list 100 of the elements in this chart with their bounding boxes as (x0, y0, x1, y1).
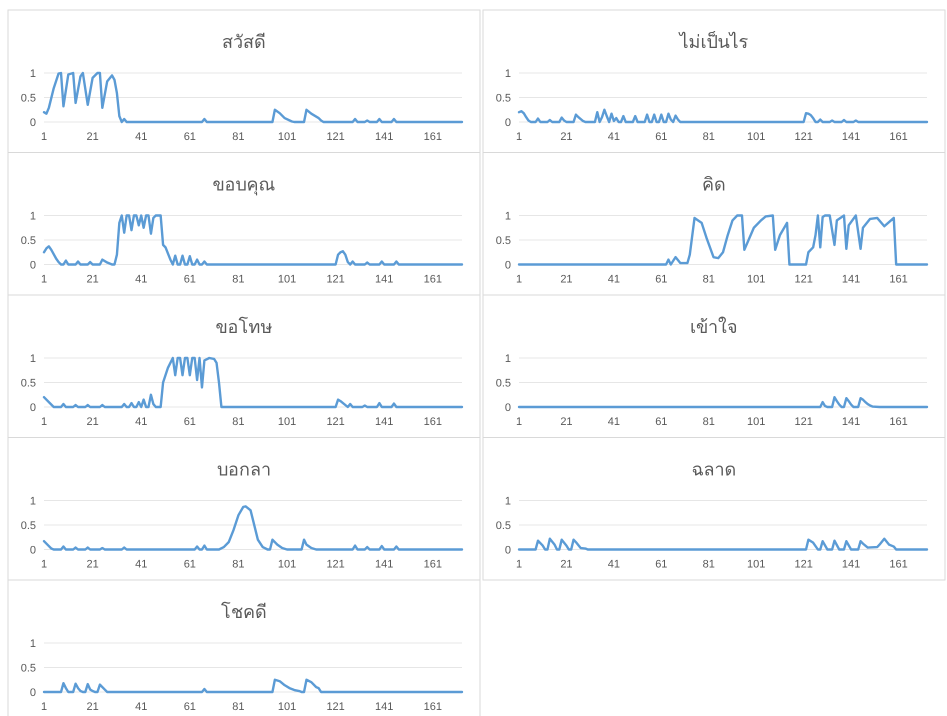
y-tick-label: 0.5 (496, 235, 511, 247)
x-tick-label: 1 (516, 131, 522, 143)
x-tick-label: 121 (794, 416, 813, 428)
x-tick-label: 121 (794, 131, 813, 143)
y-tick-label: 0 (504, 260, 511, 272)
x-tick-label: 61 (655, 416, 668, 428)
y-tick-label: 0 (30, 260, 36, 272)
x-tick-label: 141 (842, 131, 860, 143)
x-tick-label: 21 (560, 416, 573, 428)
x-tick-label: 1 (516, 416, 522, 428)
chart-title: โชคดี (221, 601, 267, 622)
x-tick-label: 81 (232, 274, 245, 286)
y-tick-label: 0.5 (20, 235, 36, 247)
x-tick-label: 121 (326, 558, 345, 570)
chart-title: คิด (702, 174, 726, 194)
x-tick-label: 101 (278, 131, 296, 143)
y-tick-label: 1 (30, 210, 36, 222)
x-tick-label: 41 (135, 274, 148, 286)
x-tick-label: 81 (702, 416, 715, 428)
x-tick-label: 61 (655, 558, 668, 570)
y-tick-label: 0 (504, 544, 511, 556)
y-tick-label: 0 (30, 687, 36, 699)
x-tick-label: 141 (375, 701, 394, 713)
x-tick-label: 161 (424, 274, 442, 286)
x-tick-label: 101 (747, 416, 766, 428)
x-tick-label: 81 (702, 274, 715, 286)
x-tick-label: 41 (135, 701, 148, 713)
x-tick-label: 21 (86, 701, 99, 713)
x-tick-label: 61 (184, 701, 196, 713)
x-tick-label: 101 (747, 274, 766, 286)
x-tick-label: 161 (889, 131, 908, 143)
x-tick-label: 61 (655, 131, 668, 143)
y-tick-label: 0.5 (20, 520, 36, 532)
y-tick-label: 0 (30, 544, 36, 556)
y-tick-label: 1 (30, 496, 36, 508)
x-tick-label: 81 (232, 558, 245, 570)
y-tick-label: 1 (30, 68, 36, 80)
x-tick-label: 21 (560, 274, 573, 286)
x-tick-label: 1 (40, 701, 48, 713)
y-tick-label: 0.5 (496, 92, 511, 104)
x-tick-label: 141 (375, 131, 394, 143)
x-tick-label: 141 (375, 274, 394, 286)
x-tick-label: 61 (184, 416, 196, 428)
x-tick-label: 161 (424, 701, 442, 713)
x-tick-label: 141 (842, 274, 860, 286)
x-tick-label: 21 (86, 416, 99, 428)
y-tick-label: 0.5 (20, 378, 36, 390)
x-tick-label: 21 (86, 558, 99, 570)
x-tick-label: 21 (86, 131, 99, 143)
x-tick-label: 61 (184, 558, 196, 570)
y-tick-label: 0.5 (496, 520, 511, 532)
y-tick-label: 1 (30, 353, 36, 365)
y-tick-label: 0.5 (496, 378, 511, 390)
x-tick-label: 61 (184, 274, 196, 286)
x-tick-label: 1 (40, 558, 48, 570)
x-tick-label: 161 (424, 131, 442, 143)
y-tick-label: 0 (504, 402, 511, 414)
x-tick-label: 41 (608, 131, 620, 143)
x-tick-label: 41 (135, 416, 148, 428)
x-tick-label: 41 (608, 416, 620, 428)
chart-title: บอกลา (217, 460, 271, 480)
y-tick-label: 1 (30, 638, 36, 650)
x-tick-label: 121 (794, 558, 813, 570)
y-tick-label: 1 (504, 353, 511, 365)
x-tick-label: 101 (278, 701, 296, 713)
x-tick-label: 161 (424, 558, 442, 570)
x-tick-label: 1 (40, 416, 48, 428)
y-tick-label: 0 (30, 117, 36, 129)
x-tick-label: 41 (608, 558, 620, 570)
x-tick-label: 101 (278, 558, 296, 570)
x-tick-label: 141 (375, 416, 394, 428)
x-tick-label: 101 (747, 131, 766, 143)
y-tick-label: 1 (504, 210, 511, 222)
x-tick-label: 121 (326, 416, 345, 428)
x-tick-label: 121 (326, 274, 345, 286)
chart-title: ขอโทษ (216, 316, 272, 337)
x-tick-label: 1 (40, 274, 48, 286)
x-tick-label: 41 (608, 274, 620, 286)
x-tick-label: 121 (794, 274, 813, 286)
x-tick-label: 101 (278, 274, 296, 286)
x-tick-label: 41 (135, 131, 148, 143)
x-tick-label: 161 (424, 416, 442, 428)
chart-title: สวัสดี (222, 32, 266, 52)
x-tick-label: 61 (655, 274, 668, 286)
x-tick-label: 141 (842, 558, 860, 570)
y-tick-label: 1 (504, 496, 511, 508)
x-tick-label: 101 (278, 416, 296, 428)
x-tick-label: 141 (375, 558, 394, 570)
x-tick-label: 1 (40, 131, 48, 143)
chart-title: เข้าใจ (690, 316, 738, 337)
x-tick-label: 61 (184, 131, 196, 143)
x-tick-label: 81 (232, 416, 245, 428)
x-tick-label: 21 (86, 274, 99, 286)
chart-title: ฉลาด (692, 460, 736, 480)
x-tick-label: 81 (702, 558, 715, 570)
x-tick-label: 161 (889, 416, 908, 428)
x-tick-label: 1 (516, 274, 522, 286)
y-tick-label: 1 (504, 68, 511, 80)
chart-title: ไม่เป็นไร (678, 30, 748, 52)
x-tick-label: 121 (326, 131, 345, 143)
